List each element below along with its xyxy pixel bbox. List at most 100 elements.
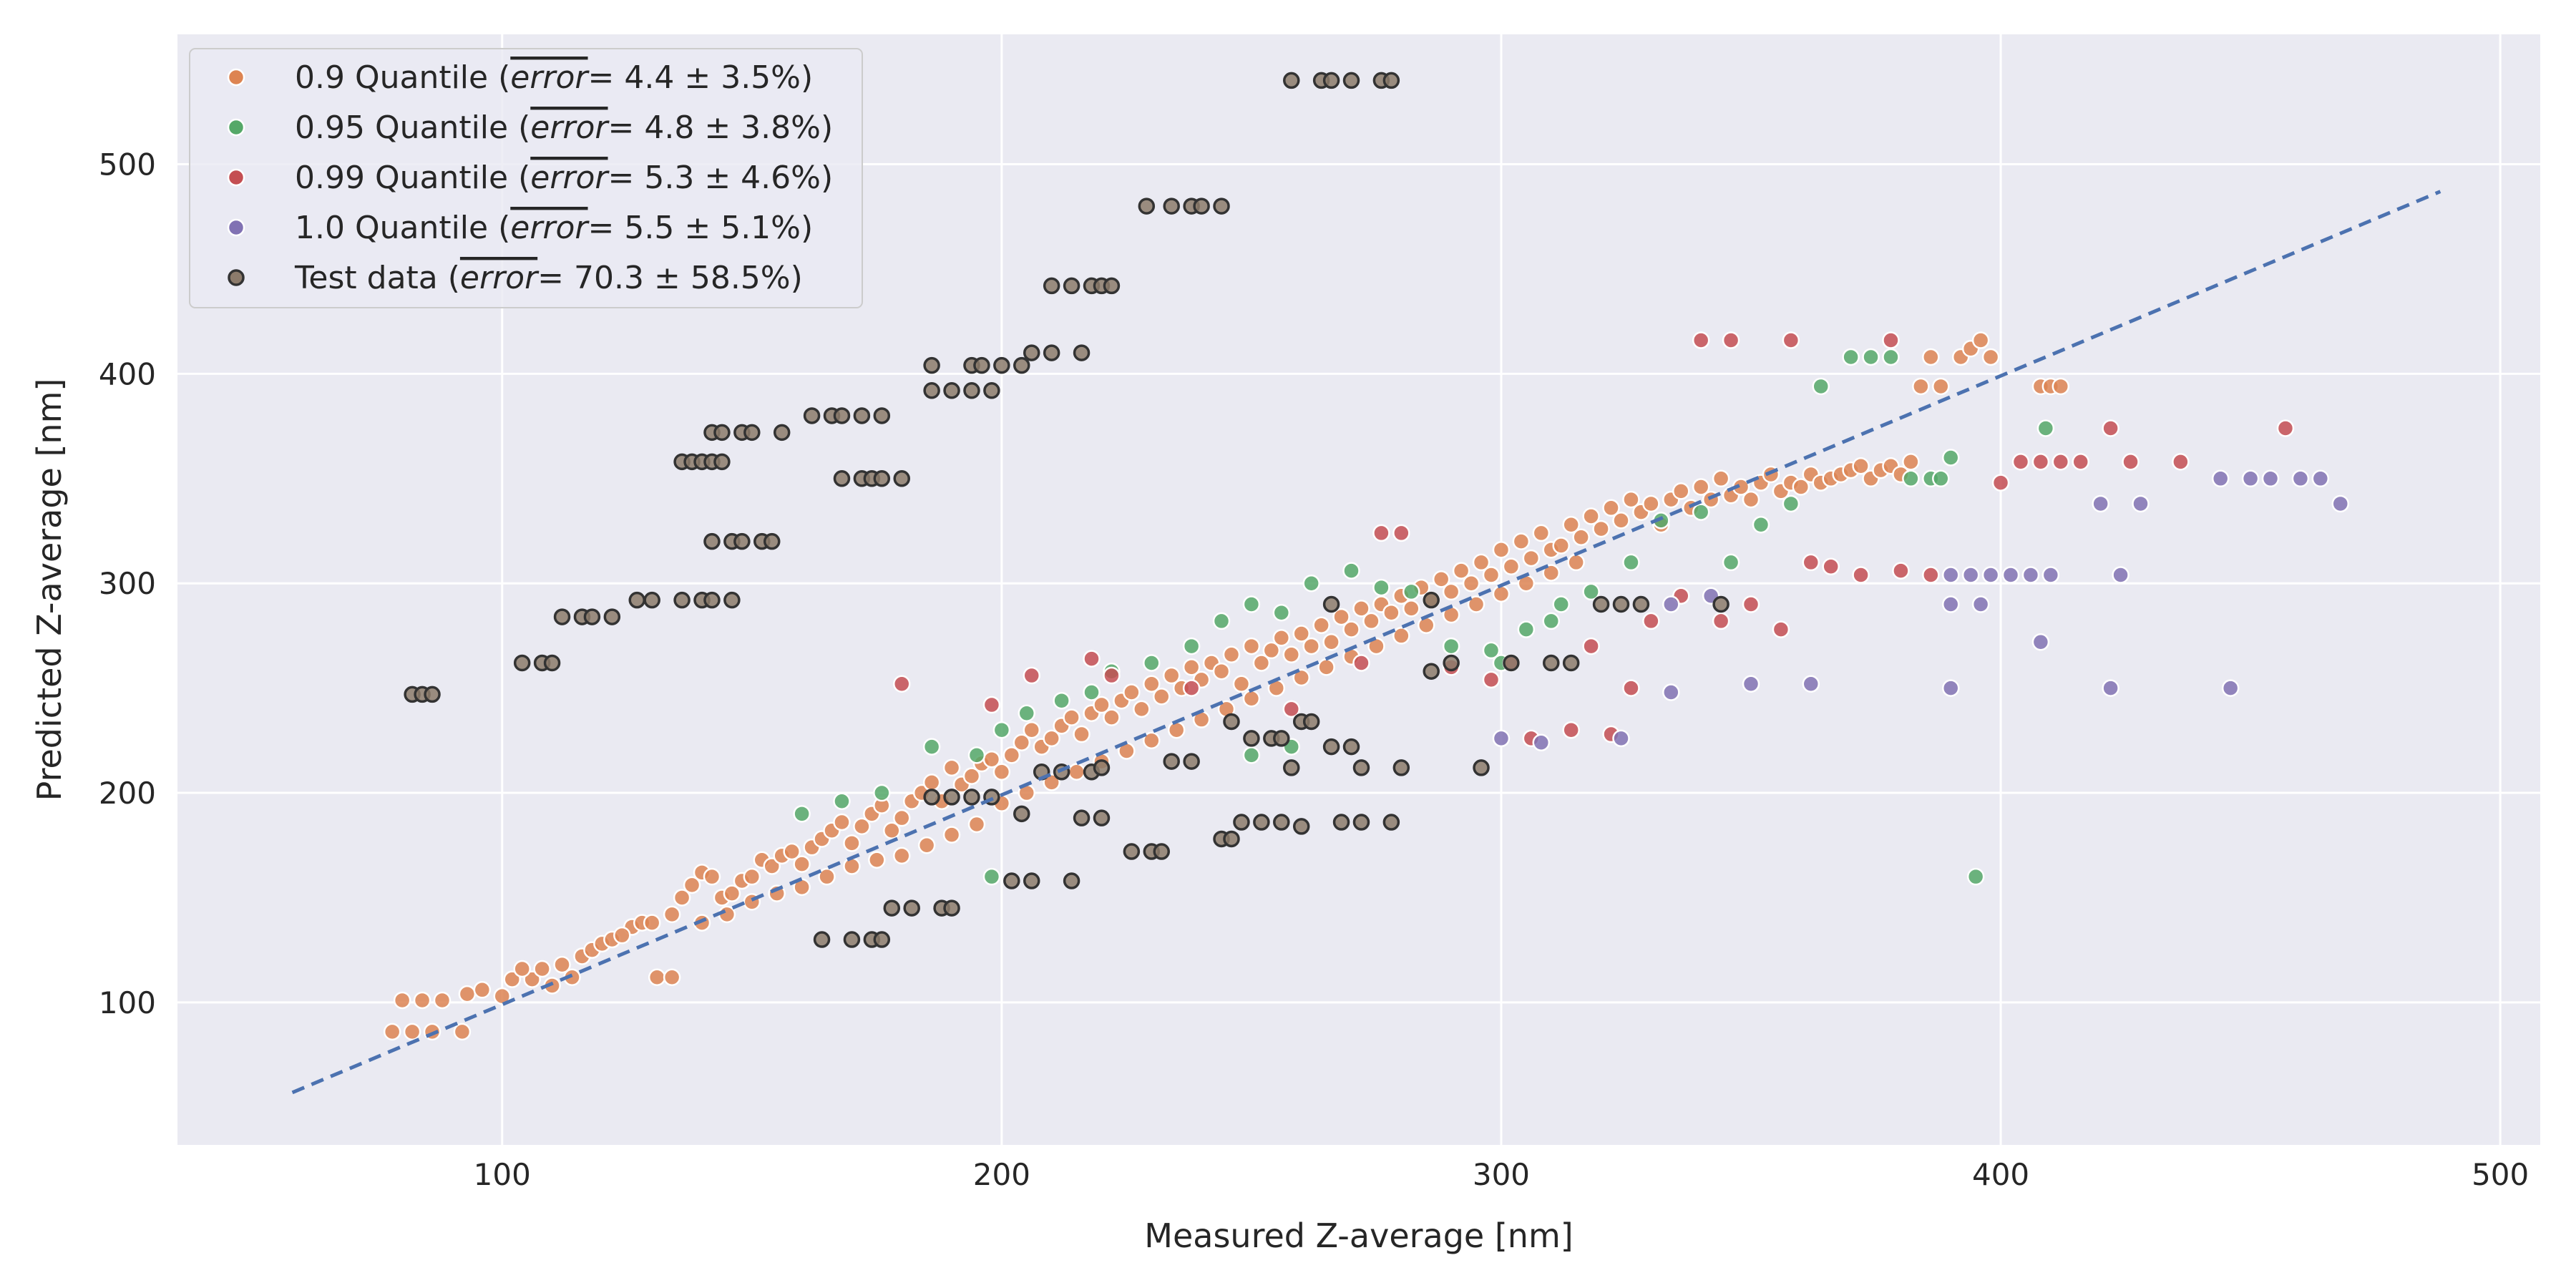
data-point-test (1093, 759, 1111, 776)
data-point-q090 (393, 991, 411, 1010)
data-point-q090 (1912, 377, 1930, 396)
data-point-test (1123, 843, 1141, 860)
data-point-q090 (1302, 637, 1320, 655)
data-point-q095 (1812, 377, 1830, 396)
data-point-test (803, 407, 821, 424)
data-point-q090 (922, 774, 941, 791)
series-q100 (1492, 469, 2350, 752)
x-tick-label: 300 (1473, 1157, 1530, 1192)
data-point-test (1352, 814, 1370, 831)
data-point-q090 (1222, 645, 1241, 664)
data-point-test (1292, 818, 1310, 835)
y-tick-label: 300 (99, 566, 156, 601)
data-point-q095 (1862, 348, 1880, 366)
data-point-q090 (793, 855, 811, 873)
data-point-q090 (1712, 469, 1730, 488)
data-point-test (923, 382, 940, 399)
data-point-q090 (1902, 453, 1920, 471)
data-point-q095 (1212, 612, 1231, 630)
data-point-q090 (1442, 582, 1460, 601)
data-point-test (1273, 814, 1290, 831)
data-point-q099 (982, 696, 1001, 714)
data-point-q090 (453, 1023, 472, 1041)
data-point-q100 (1941, 566, 1960, 584)
data-point-test (1183, 753, 1200, 770)
data-point-q099 (1892, 562, 1910, 580)
data-point-test (1382, 814, 1400, 831)
data-point-q090 (1382, 603, 1400, 622)
legend-entry: 0.9 Quantile (error= 4.4 ± 3.5%) (295, 59, 813, 96)
data-point-q090 (1153, 688, 1171, 706)
data-point-q090 (892, 847, 911, 865)
data-point-q090 (1123, 683, 1141, 701)
data-point-test (883, 899, 901, 917)
data-point-q095 (1582, 582, 1600, 601)
data-point-q090 (743, 867, 761, 886)
data-point-q090 (553, 955, 571, 974)
data-point-q100 (1961, 566, 1980, 584)
data-point-q090 (1502, 557, 1521, 576)
data-point-q090 (1512, 532, 1531, 550)
data-point-q090 (1492, 585, 1511, 603)
data-point-test (1073, 344, 1091, 361)
data-point-q090 (783, 842, 801, 861)
legend-marker (227, 68, 245, 87)
data-point-q095 (1018, 704, 1036, 723)
data-point-test (843, 931, 861, 948)
data-point-test (1163, 197, 1180, 215)
data-point-test (1322, 738, 1340, 756)
data-point-q090 (648, 968, 666, 986)
data-point-q090 (1322, 633, 1340, 651)
data-point-q090 (763, 857, 781, 875)
data-point-test (1423, 591, 1440, 609)
data-point-q099 (1822, 557, 1840, 576)
data-point-q090 (1362, 612, 1380, 630)
data-point-q100 (2311, 469, 2330, 488)
data-point-test (1283, 72, 1300, 89)
data-point-q090 (1932, 377, 1950, 396)
data-point-q090 (1182, 658, 1201, 676)
data-point-test (643, 591, 660, 609)
data-point-q095 (982, 867, 1001, 886)
data-point-q090 (663, 905, 681, 924)
data-point-q090 (917, 836, 936, 854)
data-point-test (1443, 654, 1460, 672)
data-point-q090 (1452, 562, 1470, 580)
data-point-q090 (1212, 662, 1231, 680)
data-point-q090 (1572, 528, 1590, 547)
data-point-test (1342, 738, 1360, 756)
data-point-q090 (1922, 348, 1940, 366)
data-point-q090 (1392, 627, 1410, 645)
series-q090 (383, 331, 2070, 1041)
data-point-q099 (1782, 331, 1800, 349)
data-point-q095 (1542, 612, 1561, 630)
data-point-test (943, 382, 960, 399)
y-tick-labels: 100 200 300 400 500 (99, 147, 156, 1020)
data-point-q099 (1772, 620, 1790, 638)
data-point-test (1063, 277, 1080, 295)
data-point-q099 (1582, 637, 1600, 655)
reference-diagonal-line (291, 190, 2441, 1095)
legend-marker (228, 269, 245, 286)
y-tick-label: 200 (99, 776, 156, 811)
data-point-test (1322, 72, 1340, 89)
data-point-test (713, 424, 731, 441)
data-point-test (763, 532, 781, 550)
data-point-test (1382, 72, 1400, 89)
data-point-q095 (967, 746, 986, 764)
data-point-test (703, 591, 721, 609)
data-point-q099 (1692, 331, 1710, 349)
data-point-q090 (1063, 708, 1080, 726)
data-point-q095 (992, 721, 1011, 739)
data-point-test (1093, 809, 1111, 826)
data-point-test (1153, 843, 1171, 860)
data-point-q090 (513, 960, 531, 978)
data-point-test (703, 532, 721, 550)
y-tick-label: 400 (99, 356, 156, 391)
data-point-q090 (1622, 490, 1640, 509)
data-point-q100 (2291, 469, 2310, 488)
data-point-test (873, 931, 891, 948)
x-axis-label: Measured Z-average [nm] (1144, 1216, 1573, 1255)
data-point-q100 (1981, 566, 2000, 584)
data-point-q095 (1402, 582, 1420, 601)
